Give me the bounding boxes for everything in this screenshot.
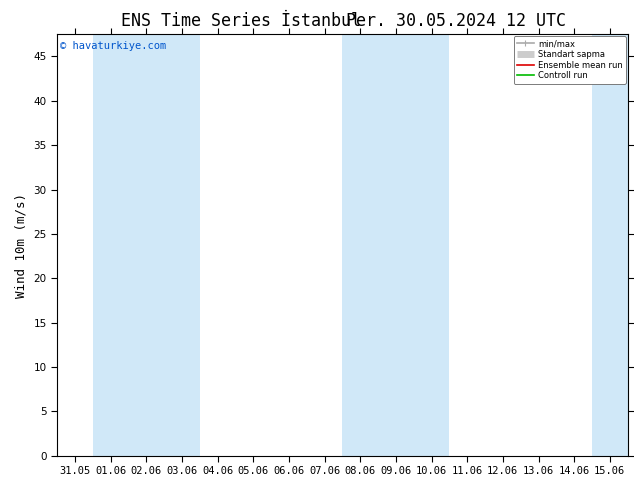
Bar bbox=[342, 34, 450, 456]
Bar bbox=[93, 34, 200, 456]
Bar bbox=[592, 34, 634, 456]
Text: © havaturkiye.com: © havaturkiye.com bbox=[60, 41, 166, 50]
Text: ENS Time Series İstanbul: ENS Time Series İstanbul bbox=[121, 12, 361, 30]
Y-axis label: Wind 10m (m/s): Wind 10m (m/s) bbox=[15, 193, 28, 297]
Text: Per. 30.05.2024 12 UTC: Per. 30.05.2024 12 UTC bbox=[346, 12, 567, 30]
Legend: min/max, Standart sapma, Ensemble mean run, Controll run: min/max, Standart sapma, Ensemble mean r… bbox=[514, 36, 626, 84]
